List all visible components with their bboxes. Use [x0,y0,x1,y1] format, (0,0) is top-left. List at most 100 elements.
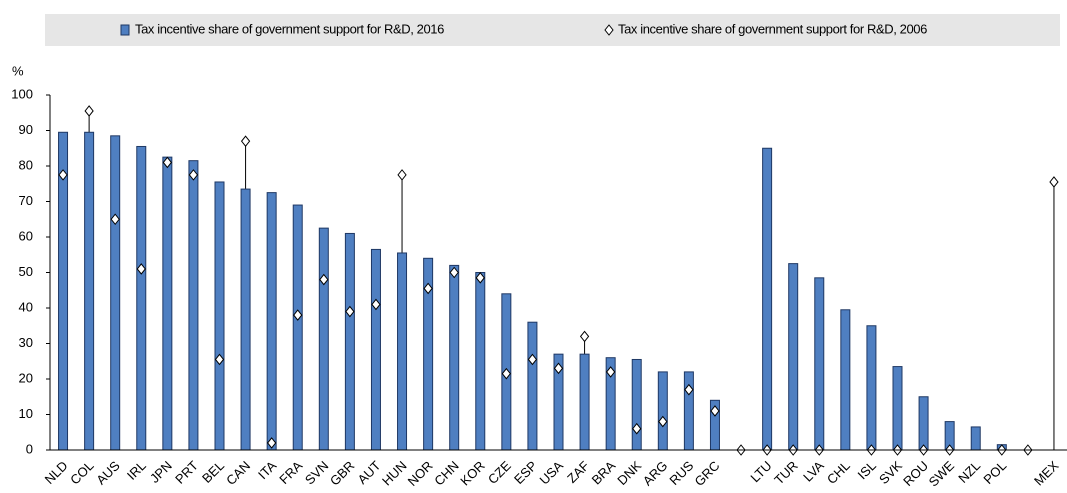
x-tick-label: CHL [824,458,853,487]
legend-label: Tax incentive share of government suppor… [135,21,444,36]
marker [423,282,433,295]
marker [527,353,538,366]
x-tick-label: IRL [124,458,149,483]
marker [684,383,694,396]
marker [371,298,381,311]
x-tick-label: ESP [511,458,540,487]
bar [344,232,355,451]
marker [449,266,459,279]
bar [292,204,303,451]
x-tick-label: BRA [589,458,619,488]
marker [553,362,564,375]
marker [110,213,120,226]
marker [632,422,642,435]
x-tick-label: GBR [327,458,358,488]
marker [658,415,668,428]
x-tick-label: CAN [223,458,253,488]
bar [788,263,799,451]
y-tick-label: 80 [19,157,33,172]
legend-label: Tax incentive share of government suppor… [618,21,927,36]
y-tick-label: 10 [19,406,33,421]
x-tick-label: DNK [614,458,644,488]
y-tick-label: 0 [26,441,33,456]
marker [345,305,355,318]
x-tick-label: BEL [199,458,227,486]
x-tick-label: SWE [926,458,958,488]
bar [970,426,981,451]
bar [136,145,147,451]
marker [319,273,329,286]
marker [188,169,199,181]
x-tick-label: USA [537,458,567,488]
x-tick-label: KOR [457,458,488,488]
y-tick-label: 100 [11,86,33,101]
x-tick-label: NZL [955,458,983,486]
legend-swatch [120,24,130,36]
x-tick-label: CHN [431,458,462,488]
y-tick-label: 20 [19,370,33,385]
x-tick-label: NOR [405,458,436,488]
marker [293,309,303,321]
marker [710,405,720,417]
x-tick-label: PRT [172,458,201,487]
bar [579,353,590,451]
bar [84,131,95,451]
x-tick-label: GRC [691,458,722,488]
x-tick-label: RUS [666,458,696,488]
bar [240,188,251,451]
marker [606,366,616,378]
x-tick-label: SVN [302,458,332,488]
bar [814,277,825,451]
bar [866,325,877,451]
marker [475,272,485,284]
bar [449,264,460,451]
bar [110,135,121,451]
bar [475,272,486,451]
x-tick-label: JPN [147,458,175,486]
x-tick-label: ISL [855,458,879,482]
y-tick-label: 40 [19,299,33,314]
bar [214,181,225,451]
x-tick-label: POL [980,458,1009,487]
marker [579,330,590,343]
bar [266,192,277,451]
x-tick-label: AUT [355,458,384,487]
marker [267,437,277,449]
y-tick-label: 30 [19,335,33,350]
x-tick-label: HUN [379,458,410,488]
y-tick-label: 60 [19,228,33,243]
x-tick-label: ARG [640,458,671,488]
marker [162,156,172,169]
marker [84,105,94,117]
marker [397,169,407,181]
bar [370,248,381,451]
bar [657,371,668,451]
x-tick-label: ROU [900,458,931,488]
marker [136,263,146,275]
bar [188,160,199,451]
legend-box [45,14,1060,46]
x-tick-label: COL [67,458,97,488]
x-tick-label: AUS [93,458,123,488]
x-tick-label: LVA [800,458,827,485]
bar [527,321,538,451]
x-tick-label: SVK [876,458,905,487]
marker [58,169,68,181]
bar [631,358,642,451]
y-tick-label: 50 [19,264,33,279]
bar [762,147,773,451]
x-tick-label: NLD [42,458,71,487]
x-tick-label: ITA [255,458,279,482]
x-tick-label: FRA [276,458,305,487]
bar [397,252,408,451]
marker [501,367,511,380]
y-tick-label: 90 [19,122,33,137]
bar [892,366,903,451]
bar [918,396,929,451]
y-tick-label: 70 [19,193,33,208]
marker [214,353,225,366]
x-tick-label: MEX [1031,458,1062,488]
x-tick-label: TUR [771,458,800,487]
y-axis-label: % [12,63,24,78]
